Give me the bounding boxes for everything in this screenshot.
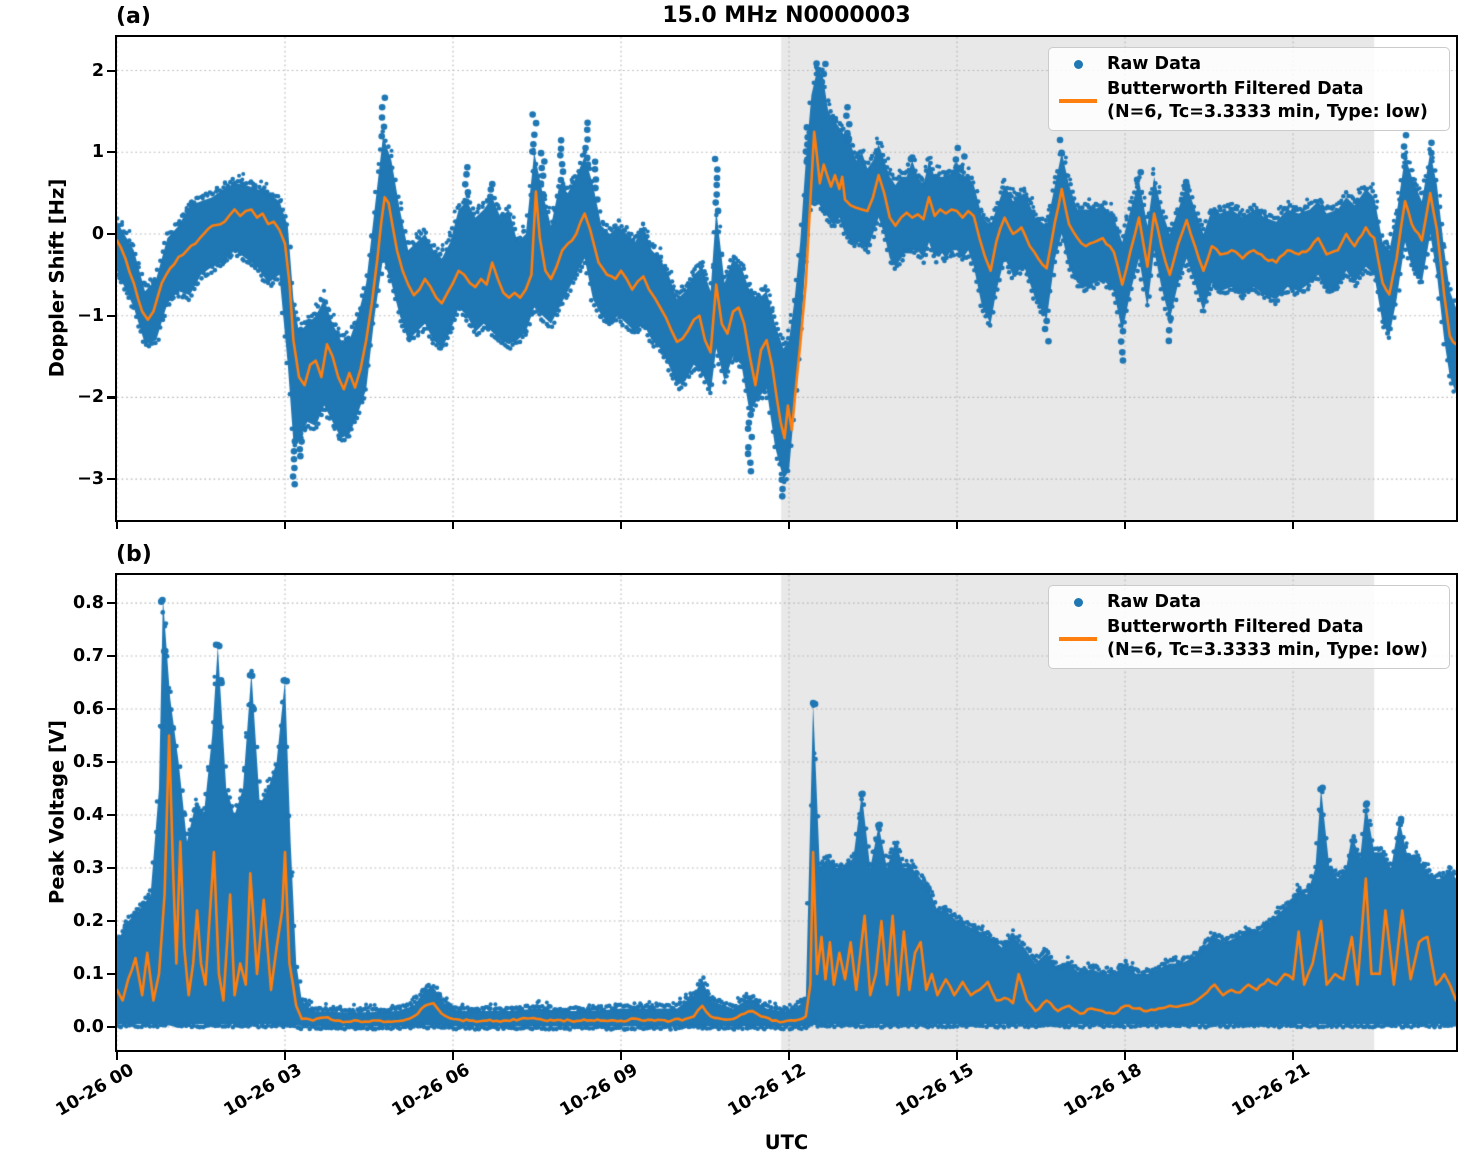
x-tick-mark (1124, 522, 1127, 529)
legend-raw-label: Raw Data (1107, 592, 1202, 612)
raw-data-marker-icon (1073, 59, 1083, 69)
x-tick-mark (1292, 522, 1295, 529)
y-tick-mark (107, 973, 115, 976)
x-tick-mark (788, 522, 791, 529)
panel-a-legend: Raw Data Butterworth Filtered Data (N=6,… (1048, 47, 1450, 132)
x-tick-label: 10-26 21 (1228, 1060, 1314, 1121)
y-tick-label: 0.2 (72, 911, 104, 932)
legend-raw-entry: Raw Data (1049, 591, 1449, 613)
x-tick-mark (116, 1052, 119, 1060)
x-tick-mark (284, 1052, 287, 1060)
x-tick-mark (452, 522, 455, 529)
y-tick-label: 1 (91, 142, 104, 163)
x-tick-mark (452, 1052, 455, 1060)
figure-title: 15.0 MHz N0000003 (662, 3, 911, 28)
legend-filtered-entry: Butterworth Filtered Data (N=6, Tc=3.333… (1049, 616, 1449, 661)
y-tick-label: 0.8 (72, 593, 104, 614)
x-tick-label: 10-26 15 (892, 1060, 978, 1121)
y-tick-mark (107, 232, 115, 236)
legend-raw-entry: Raw Data (1049, 53, 1449, 75)
x-tick-mark (284, 522, 287, 529)
raw-data-marker-icon (1073, 597, 1083, 607)
y-tick-mark (107, 396, 115, 399)
y-tick-mark (107, 151, 115, 154)
x-tick-label: 10-26 03 (220, 1060, 306, 1121)
filtered-data-marker-icon (1059, 637, 1097, 641)
panel-b-label: (b) (116, 542, 152, 567)
y-tick-label: −2 (77, 387, 104, 408)
y-tick-label: 0.3 (72, 858, 104, 879)
y-tick-label: 0 (91, 223, 104, 244)
x-tick-mark (1124, 1052, 1127, 1060)
x-tick-mark (788, 1052, 791, 1060)
x-tick-label: 10-26 06 (388, 1060, 474, 1121)
y-tick-mark (107, 761, 115, 764)
y-tick-label: 0.1 (72, 964, 104, 984)
panel-a-ylabel: Doppler Shift [Hz] (45, 178, 69, 378)
panel-b-legend: Raw Data Butterworth Filtered Data (N=6,… (1048, 585, 1450, 670)
legend-filtered-entry: Butterworth Filtered Data (N=6, Tc=3.333… (1049, 78, 1449, 123)
legend-filtered-label: Butterworth Filtered Data (1107, 79, 1364, 100)
legend-filtered-label: Butterworth Filtered Data (1107, 617, 1364, 638)
x-tick-mark (620, 522, 623, 529)
legend-filtered-sublabel: (N=6, Tc=3.3333 min, Type: low) (1107, 639, 1428, 660)
x-tick-label: 10-26 09 (556, 1060, 642, 1121)
y-tick-label: 0.5 (72, 752, 104, 773)
legend-raw-label: Raw Data (1107, 54, 1202, 74)
y-tick-label: 0.6 (72, 699, 104, 720)
panel-a-label: (a) (116, 4, 151, 29)
x-tick-mark (956, 1052, 959, 1060)
y-tick-mark (107, 314, 115, 317)
x-tick-mark (1292, 1052, 1295, 1060)
x-axis-label: UTC (764, 1131, 809, 1154)
x-tick-label: 10-26 12 (724, 1060, 810, 1121)
x-tick-mark (116, 522, 119, 529)
y-tick-mark (107, 1026, 115, 1029)
x-tick-label: 10-26 00 (52, 1060, 137, 1121)
y-tick-label: 2 (91, 60, 104, 81)
y-tick-label: 0.0 (72, 1017, 104, 1037)
y-tick-mark (107, 814, 115, 817)
y-tick-mark (107, 602, 115, 605)
y-tick-mark (107, 920, 115, 923)
y-tick-label: −1 (77, 305, 104, 326)
y-tick-label: 0.4 (72, 805, 104, 826)
y-tick-mark (107, 69, 115, 72)
y-tick-label: 0.7 (72, 646, 104, 667)
y-tick-mark (107, 708, 115, 711)
x-tick-mark (956, 522, 959, 529)
legend-filtered-sublabel: (N=6, Tc=3.3333 min, Type: low) (1107, 101, 1428, 122)
y-tick-mark (107, 655, 115, 658)
x-tick-mark (620, 1052, 623, 1060)
x-tick-label: 10-26 18 (1060, 1060, 1146, 1121)
y-tick-mark (107, 478, 115, 481)
y-tick-label: −3 (77, 469, 104, 490)
y-tick-mark (107, 867, 115, 870)
filtered-data-marker-icon (1059, 99, 1097, 103)
